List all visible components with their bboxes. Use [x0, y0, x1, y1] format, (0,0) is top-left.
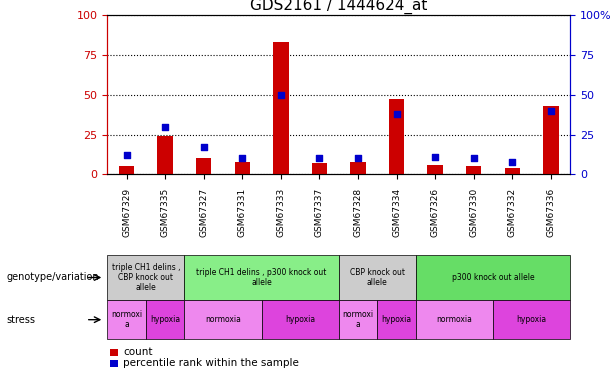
- Title: GDS2161 / 1444624_at: GDS2161 / 1444624_at: [250, 0, 427, 13]
- Bar: [504, 168, 520, 174]
- Point: [160, 124, 170, 130]
- Text: GSM67326: GSM67326: [430, 188, 440, 237]
- Text: GSM67327: GSM67327: [199, 188, 208, 237]
- Bar: [543, 106, 558, 174]
- Text: GSM67337: GSM67337: [315, 188, 324, 237]
- Point: [546, 108, 556, 114]
- Text: GSM67333: GSM67333: [276, 188, 285, 237]
- Bar: [427, 165, 443, 174]
- Bar: [119, 166, 134, 174]
- Bar: [466, 166, 481, 174]
- Text: p300 knock out allele: p300 knock out allele: [452, 273, 535, 282]
- Bar: [350, 162, 366, 174]
- Bar: [235, 162, 250, 174]
- Text: count: count: [123, 347, 153, 357]
- Text: GSM67329: GSM67329: [122, 188, 131, 237]
- Text: normoxia: normoxia: [205, 315, 241, 324]
- Bar: [273, 42, 289, 174]
- Point: [237, 155, 247, 161]
- Text: normoxi
a: normoxi a: [343, 310, 373, 329]
- Point: [508, 159, 517, 165]
- Text: hypoxia: hypoxia: [285, 315, 315, 324]
- Point: [276, 92, 286, 98]
- Text: stress: stress: [6, 315, 35, 325]
- Text: GSM67330: GSM67330: [469, 188, 478, 237]
- Bar: [389, 99, 404, 174]
- Text: percentile rank within the sample: percentile rank within the sample: [123, 358, 299, 368]
- Point: [199, 144, 208, 150]
- Text: hypoxia: hypoxia: [381, 315, 411, 324]
- Point: [353, 155, 363, 161]
- Point: [392, 111, 402, 117]
- Text: hypoxia: hypoxia: [517, 315, 547, 324]
- Point: [430, 154, 440, 160]
- Text: normoxi
a: normoxi a: [111, 310, 142, 329]
- Text: genotype/variation: genotype/variation: [6, 273, 99, 282]
- Text: triple CH1 delins , p300 knock out
allele: triple CH1 delins , p300 knock out allel…: [196, 268, 327, 287]
- Text: GSM67334: GSM67334: [392, 188, 401, 237]
- Text: GSM67331: GSM67331: [238, 188, 247, 237]
- Bar: [196, 158, 211, 174]
- Text: GSM67335: GSM67335: [161, 188, 170, 237]
- Bar: [311, 163, 327, 174]
- Text: CBP knock out
allele: CBP knock out allele: [350, 268, 405, 287]
- Bar: [158, 136, 173, 174]
- Point: [469, 155, 479, 161]
- Text: hypoxia: hypoxia: [150, 315, 180, 324]
- Text: normoxia: normoxia: [436, 315, 473, 324]
- Text: triple CH1 delins ,
CBP knock out
allele: triple CH1 delins , CBP knock out allele: [112, 262, 180, 292]
- Point: [314, 155, 324, 161]
- Text: GSM67336: GSM67336: [546, 188, 555, 237]
- Text: GSM67332: GSM67332: [508, 188, 517, 237]
- Text: GSM67328: GSM67328: [354, 188, 362, 237]
- Point: [121, 152, 131, 158]
